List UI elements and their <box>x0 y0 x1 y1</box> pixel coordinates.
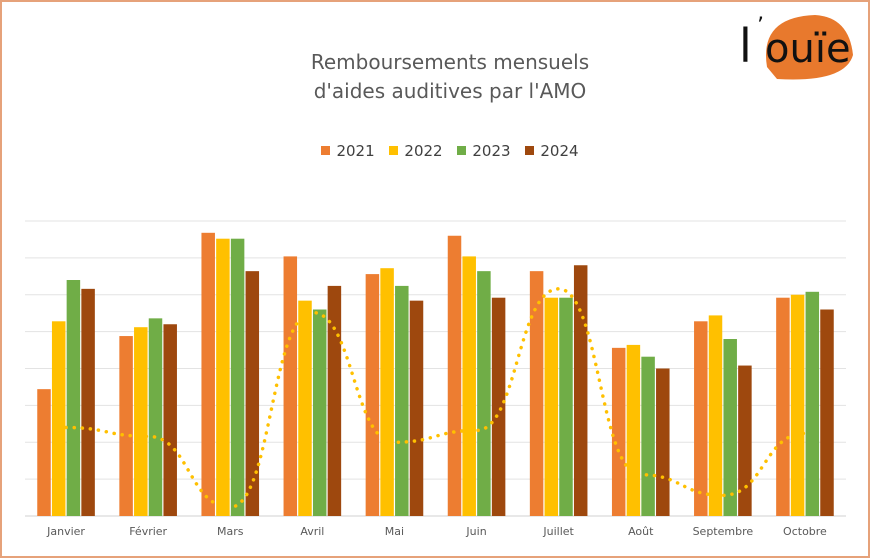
bar-2021-mars <box>201 232 215 517</box>
legend-label-2024: 2024 <box>540 142 579 160</box>
brand-logo: l ’ ouïe <box>737 7 859 89</box>
x-tick-label: Janvier <box>46 525 85 538</box>
x-tick-label: Mars <box>217 525 244 538</box>
bar-2022-mai <box>380 268 394 516</box>
bar-2024-septembre <box>738 365 752 516</box>
bar-2023-septembre <box>723 339 737 516</box>
logo-word: ouïe <box>765 26 851 72</box>
bar-2024-janvier <box>81 288 95 516</box>
bar-2021-juin <box>447 235 462 516</box>
logo-blob <box>766 15 853 80</box>
bar-2022-septembre <box>708 315 723 516</box>
bar-2023-avril <box>312 309 327 516</box>
trend-path <box>64 287 807 509</box>
bar-2021-octobre <box>776 297 790 516</box>
bar-2021-août <box>611 347 626 516</box>
x-tick-label: Février <box>129 525 167 538</box>
x-tick-label: Octobre <box>783 525 827 538</box>
bar-2023-mars <box>230 238 245 516</box>
bar-2024-août <box>656 368 670 516</box>
x-tick-label: Avril <box>300 525 324 538</box>
trend-line <box>64 287 807 509</box>
bar-2022-avril <box>298 300 312 516</box>
logo-apostrophe: ’ <box>757 14 764 39</box>
bar-2024-mai <box>409 300 424 516</box>
chart-title-line-1: Remboursements mensuels <box>310 50 590 74</box>
bar-2022-juillet <box>544 297 559 516</box>
chart-bars <box>37 232 834 517</box>
bar-2023-octobre <box>805 291 820 516</box>
legend-label-2022: 2022 <box>404 142 443 160</box>
bar-2024-juin <box>491 297 506 516</box>
bar-2023-février <box>148 318 163 516</box>
bar-2021-juillet <box>529 271 544 516</box>
x-tick-label: Août <box>628 525 654 538</box>
legend-swatch-2023 <box>457 146 467 155</box>
legend-swatch-2022 <box>389 146 399 155</box>
bar-2021-février <box>119 336 133 516</box>
bar-2022-octobre <box>790 294 805 516</box>
logo-letter-l: l <box>739 19 752 73</box>
legend-item-2021: 2021 <box>321 142 375 160</box>
legend-item-2024: 2024 <box>525 142 579 160</box>
legend-swatch-2021 <box>321 146 331 155</box>
legend-item-2022: 2022 <box>389 142 443 160</box>
x-tick-label: Juin <box>465 525 486 538</box>
legend-label-2023: 2023 <box>472 142 511 160</box>
bar-2022-mars <box>216 238 230 516</box>
chart-legend: 2021 2022 2023 2024 <box>0 142 870 160</box>
bar-2022-juin <box>462 256 476 516</box>
bar-2022-août <box>626 344 641 516</box>
x-tick-label: Mai <box>385 525 404 538</box>
bar-2022-janvier <box>51 321 66 516</box>
bar-2023-août <box>641 356 655 516</box>
x-axis-labels: Janvier Février Mars Avril Mai Juin Juillet Aoû… <box>46 525 827 538</box>
bar-2024-mars <box>245 271 260 516</box>
legend-swatch-2024 <box>525 146 535 155</box>
bar-2024-octobre <box>820 309 834 516</box>
bar-2021-mai <box>365 274 380 516</box>
bar-2024-février <box>163 324 177 516</box>
bar-2023-juin <box>477 271 491 516</box>
legend-label-2021: 2021 <box>336 142 375 160</box>
bar-2024-avril <box>327 285 342 516</box>
bar-2021-avril <box>283 256 298 516</box>
chart-title-line-2: d'aides auditives par l'AMO <box>313 79 587 103</box>
chart-gridlines <box>25 220 846 517</box>
legend-item-2023: 2023 <box>457 142 511 160</box>
bar-2023-janvier <box>66 280 81 516</box>
bar-2023-juillet <box>559 297 573 516</box>
x-tick-label: Septembre <box>693 525 754 538</box>
bar-2021-janvier <box>37 389 51 516</box>
x-tick-label: Juillet <box>542 525 574 538</box>
bar-2022-février <box>134 327 148 516</box>
bar-2021-septembre <box>694 321 708 516</box>
bar-2024-juillet <box>573 265 588 516</box>
bar-2023-mai <box>395 285 409 516</box>
